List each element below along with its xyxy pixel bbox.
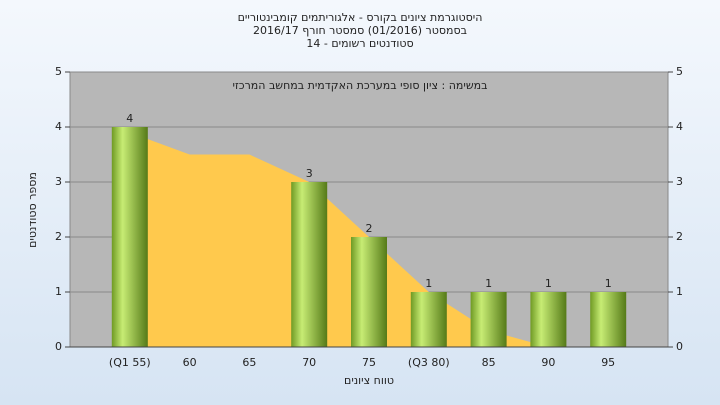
x-tick-label: (Q3 80) bbox=[408, 356, 450, 369]
y2-tick-label: 4 bbox=[676, 120, 683, 133]
x-axis-label: טווח ציונים bbox=[344, 374, 394, 387]
bar bbox=[111, 127, 148, 347]
y-tick-label: 5 bbox=[55, 65, 62, 78]
y-tick-label: 0 bbox=[55, 340, 62, 353]
bar bbox=[530, 292, 567, 347]
data-label: 1 bbox=[545, 277, 552, 290]
y-axis-label: מספר סטודנטים bbox=[26, 172, 39, 248]
chart-title: בסמסטר (01/2016) סמסטר חורף 2016/17 bbox=[253, 24, 467, 37]
y-tick-label: 2 bbox=[55, 230, 62, 243]
bar bbox=[291, 182, 328, 347]
x-tick-label: 95 bbox=[601, 356, 615, 369]
chart-title: סטודנטים רשומים - 14 bbox=[306, 37, 413, 50]
x-tick-label: 65 bbox=[242, 356, 256, 369]
x-tick-label: 85 bbox=[482, 356, 496, 369]
y-tick-label: 4 bbox=[55, 120, 62, 133]
y2-tick-label: 2 bbox=[676, 230, 683, 243]
bar bbox=[351, 237, 387, 347]
data-label: 2 bbox=[366, 222, 373, 235]
data-label: 3 bbox=[306, 167, 313, 180]
annotation: במשימה : ציון סופי במערכת האקדמית במחשב … bbox=[233, 79, 488, 92]
bar bbox=[410, 292, 447, 347]
data-label: 1 bbox=[485, 277, 492, 290]
x-tick-label: 90 bbox=[541, 356, 555, 369]
x-tick-label: (Q1 55) bbox=[109, 356, 151, 369]
data-label: 4 bbox=[126, 112, 133, 125]
chart-title: היסטוגרמת ציונים בקורס - אלגוריתמים קומב… bbox=[238, 11, 483, 24]
data-label: 1 bbox=[605, 277, 612, 290]
y2-tick-label: 0 bbox=[676, 340, 683, 353]
x-tick-label: 70 bbox=[302, 356, 316, 369]
x-tick-label: 75 bbox=[362, 356, 376, 369]
y-tick-label: 3 bbox=[55, 175, 62, 188]
y2-tick-label: 1 bbox=[676, 285, 683, 298]
data-label: 1 bbox=[425, 277, 432, 290]
x-tick-label: 60 bbox=[183, 356, 197, 369]
y2-tick-label: 3 bbox=[676, 175, 683, 188]
bar bbox=[590, 292, 627, 347]
y2-tick-label: 5 bbox=[676, 65, 683, 78]
y-tick-label: 1 bbox=[55, 285, 62, 298]
bar bbox=[470, 292, 507, 347]
